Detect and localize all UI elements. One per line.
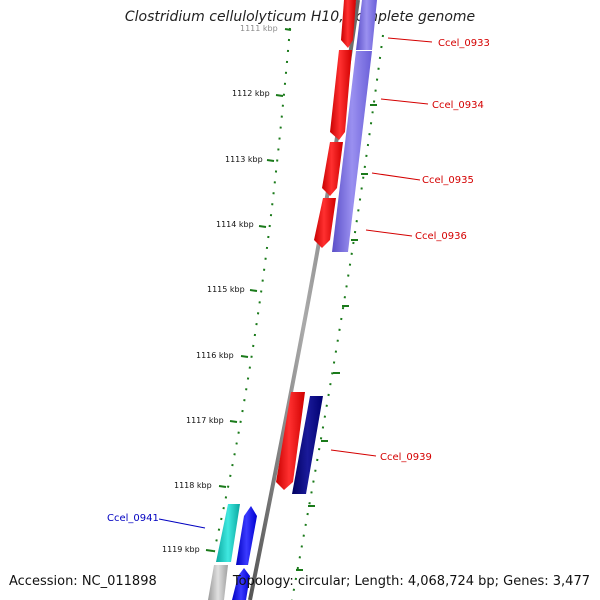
- leader-lines: [158, 37, 433, 529]
- tick-label: 1119 kbp: [162, 545, 200, 554]
- gene-bottom-grey[interactable]: [208, 565, 228, 600]
- map-title: Clostridium cellulolyticum H10, complete…: [124, 9, 476, 25]
- tick-1118: [218, 485, 227, 488]
- gene-labels: Ccel_0933 Ccel_0934 Ccel_0935 Ccel_0936 …: [107, 38, 490, 524]
- tick-1115: [249, 289, 258, 292]
- tick-marks: [205, 28, 292, 552]
- gene-label-ccel-0935[interactable]: Ccel_0935: [422, 175, 474, 186]
- tick-1113: [266, 159, 275, 162]
- tick-1119: [205, 549, 214, 552]
- gene-ccel-0935-forward[interactable]: [322, 142, 343, 196]
- tick-label: 1118 kbp: [174, 481, 212, 490]
- gene-ccel-0934-reverse[interactable]: [332, 51, 372, 252]
- tick-labels: 1111 kbp 1112 kbp 1113 kbp 1114 kbp 1115…: [162, 24, 278, 554]
- gene-ccel-0939-forward[interactable]: [276, 392, 305, 490]
- tick-1116: [240, 355, 249, 358]
- gene-ccel-0934-forward[interactable]: [330, 50, 352, 140]
- gene-ccel-0933-forward[interactable]: [341, 0, 356, 48]
- topology-text: Topology: circular; Length: 4,068,724 bp…: [232, 574, 590, 589]
- gene-label-ccel-0934[interactable]: Ccel_0934: [432, 100, 484, 111]
- gene-ccel-0933-reverse[interactable]: [356, 0, 377, 50]
- tick-label: 1112 kbp: [232, 89, 270, 98]
- tick-label: 1117 kbp: [186, 416, 224, 425]
- gene-ccel-0941[interactable]: [216, 504, 240, 562]
- gene-bottom-blue-1[interactable]: [236, 506, 257, 565]
- tick-label: 1114 kbp: [216, 220, 254, 229]
- accession-text: Accession: NC_011898: [9, 574, 157, 589]
- tick-label: 1115 kbp: [207, 285, 245, 294]
- tick-1114: [258, 225, 267, 228]
- tick-label: 1116 kbp: [196, 351, 234, 360]
- gene-ccel-0939-reverse[interactable]: [292, 396, 323, 494]
- gene-bottom-blue-2[interactable]: [232, 568, 250, 600]
- tick-1112: [275, 94, 284, 97]
- gene-label-ccel-0933[interactable]: Ccel_0933: [438, 38, 490, 49]
- tick-label: 1111 kbp: [240, 24, 278, 33]
- gene-label-ccel-0936[interactable]: Ccel_0936: [415, 231, 467, 242]
- gene-ccel-0936-forward[interactable]: [314, 198, 336, 248]
- gene-label-ccel-0941[interactable]: Ccel_0941: [107, 513, 159, 524]
- gene-label-ccel-0939[interactable]: Ccel_0939: [380, 452, 432, 463]
- tick-1111: [284, 28, 292, 31]
- tick-label: 1113 kbp: [225, 155, 263, 164]
- outer-tick-ring: [291, 34, 384, 600]
- outer-ring-dashes: [296, 104, 377, 571]
- tick-1117: [229, 420, 238, 423]
